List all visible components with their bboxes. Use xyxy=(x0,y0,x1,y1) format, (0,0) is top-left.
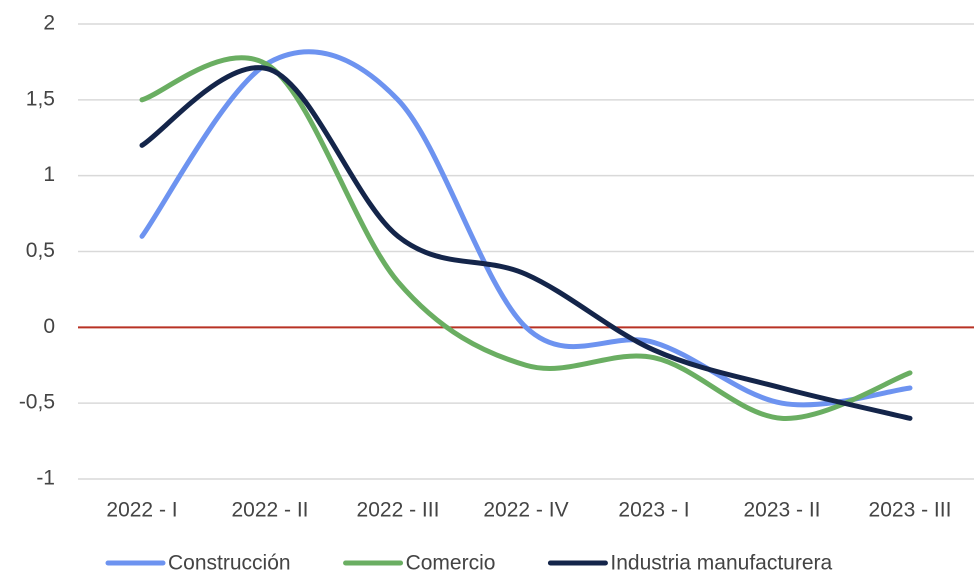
legend-label: Comercio xyxy=(406,552,496,575)
x-tick-label: 2022 - II xyxy=(231,499,308,522)
series-line xyxy=(139,65,913,421)
series-line xyxy=(139,49,913,408)
y-tick-label: -0,5 xyxy=(19,391,55,414)
x-tick-label: 2023 - II xyxy=(743,499,820,522)
x-tick-label: 2022 - IV xyxy=(483,499,568,522)
x-tick-label: 2023 - I xyxy=(618,499,689,522)
legend-label: Industria manufacturera xyxy=(610,552,832,575)
y-tick-label: 1,5 xyxy=(26,87,55,110)
y-tick-label: 2 xyxy=(43,12,55,35)
y-tick-label: -1 xyxy=(36,467,55,490)
series-line xyxy=(139,55,913,421)
x-tick-label: 2022 - III xyxy=(357,499,440,522)
y-tick-label: 1 xyxy=(43,163,55,186)
legend-label: Construcción xyxy=(168,552,291,575)
x-tick-label: 2022 - I xyxy=(106,499,177,522)
x-tick-label: 2023 - III xyxy=(869,499,952,522)
y-tick-label: 0,5 xyxy=(26,239,55,262)
y-tick-label: 0 xyxy=(43,315,55,338)
